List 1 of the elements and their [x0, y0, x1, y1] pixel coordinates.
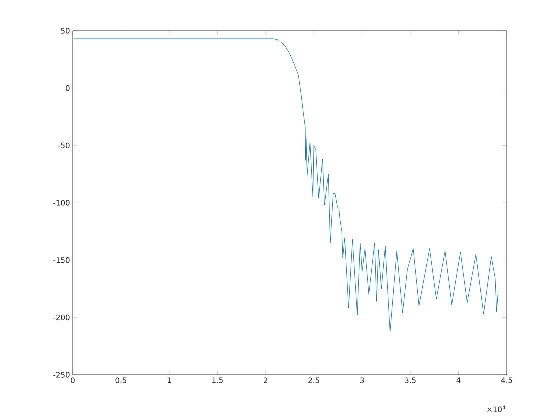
line-series	[73, 38, 499, 333]
